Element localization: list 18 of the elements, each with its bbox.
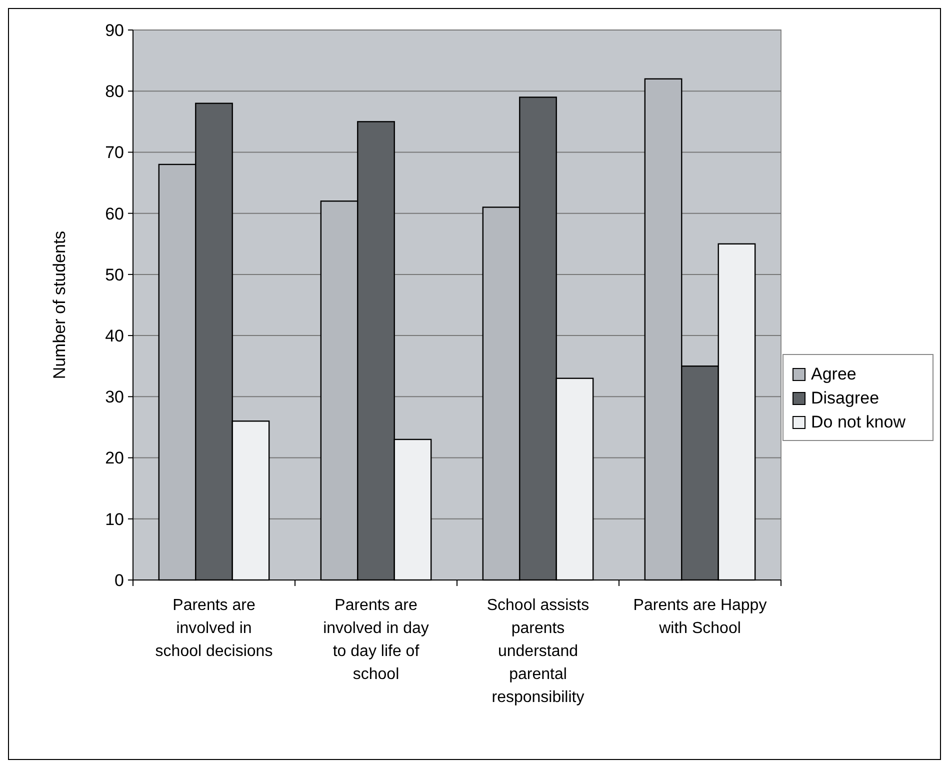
legend-label: Disagree <box>811 388 880 408</box>
y-tick-label: 40 <box>105 326 124 346</box>
x-tick-label: School assists parents understand parental responsibility <box>486 597 590 706</box>
x-tick-label: Parents are involved in school decisions <box>155 597 273 660</box>
y-tick-label: 10 <box>105 510 124 529</box>
y-tick-label: 0 <box>114 570 124 590</box>
legend-label: Do not know <box>811 412 906 432</box>
y-tick-label: 80 <box>105 82 124 102</box>
x-tick-label: Parents are Happy with School <box>633 597 767 637</box>
y-tick-label: 50 <box>105 265 124 284</box>
y-tick-label: 30 <box>105 388 124 407</box>
y-tick-label: 70 <box>105 143 124 162</box>
y-tick-label: 90 <box>105 20 124 40</box>
y-axis-title: Number of students <box>50 230 69 380</box>
y-tick-label: 20 <box>105 448 124 468</box>
y-tick-label: 60 <box>105 204 124 224</box>
x-tick-label: Parents are involved in day to day life of school <box>323 597 429 683</box>
legend-label: Agree <box>811 364 856 384</box>
